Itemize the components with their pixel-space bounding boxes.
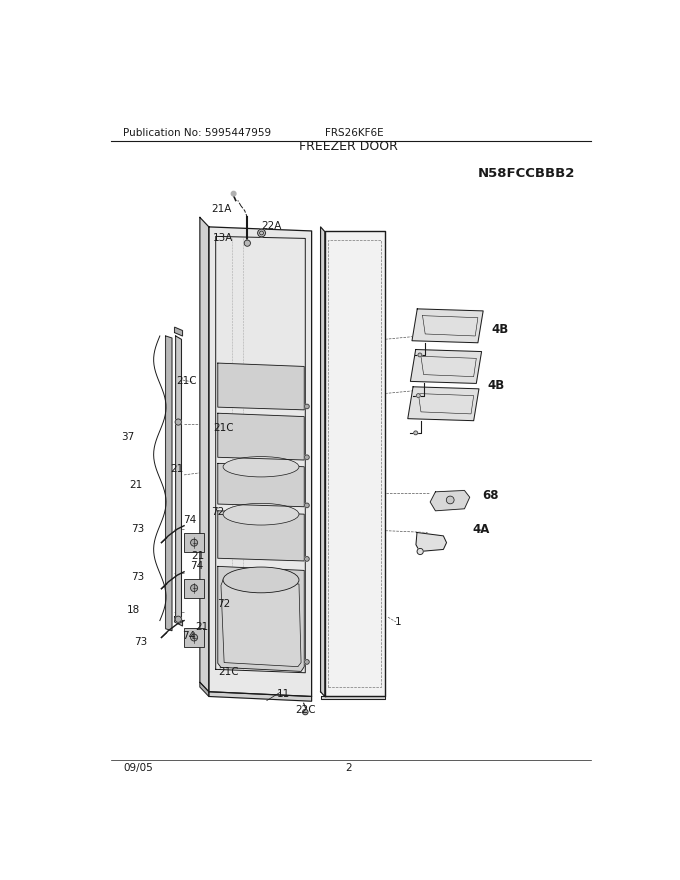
Circle shape xyxy=(416,393,420,398)
Text: 22C: 22C xyxy=(295,705,316,715)
Circle shape xyxy=(418,353,422,357)
Circle shape xyxy=(244,240,250,246)
Polygon shape xyxy=(218,464,304,507)
Polygon shape xyxy=(320,696,386,700)
Text: 4A: 4A xyxy=(473,523,490,536)
Text: 09/05: 09/05 xyxy=(124,763,153,774)
Circle shape xyxy=(175,616,182,622)
Text: 74: 74 xyxy=(183,515,196,524)
Ellipse shape xyxy=(223,567,299,593)
Circle shape xyxy=(231,191,236,196)
Polygon shape xyxy=(408,387,479,421)
Polygon shape xyxy=(411,349,481,384)
Text: 21: 21 xyxy=(170,465,184,474)
Polygon shape xyxy=(200,217,209,692)
Polygon shape xyxy=(320,227,325,696)
Ellipse shape xyxy=(223,503,299,525)
Polygon shape xyxy=(221,580,301,667)
Text: 37: 37 xyxy=(122,432,135,442)
Polygon shape xyxy=(218,414,304,460)
Circle shape xyxy=(190,634,198,641)
Polygon shape xyxy=(325,231,386,696)
Text: 72: 72 xyxy=(211,507,224,517)
Polygon shape xyxy=(430,490,470,510)
Polygon shape xyxy=(175,327,182,336)
Circle shape xyxy=(190,584,198,591)
Text: 74: 74 xyxy=(190,561,203,571)
FancyBboxPatch shape xyxy=(184,628,204,647)
Circle shape xyxy=(258,229,265,237)
Text: Publication No: 5995447959: Publication No: 5995447959 xyxy=(124,128,271,137)
Text: 73: 73 xyxy=(132,524,145,534)
Text: 11: 11 xyxy=(277,689,290,699)
Text: N58FCCBBB2: N58FCCBBB2 xyxy=(478,167,575,180)
Circle shape xyxy=(175,419,182,425)
Circle shape xyxy=(303,709,308,715)
Text: 1: 1 xyxy=(395,617,402,627)
Polygon shape xyxy=(218,567,304,671)
Text: 21: 21 xyxy=(192,551,205,561)
Polygon shape xyxy=(200,682,209,696)
Circle shape xyxy=(417,548,423,554)
Text: 74: 74 xyxy=(182,631,195,642)
Text: FREEZER DOOR: FREEZER DOOR xyxy=(299,140,398,153)
Text: 2: 2 xyxy=(345,763,352,774)
Polygon shape xyxy=(218,363,304,410)
Polygon shape xyxy=(209,227,311,696)
Circle shape xyxy=(413,431,418,435)
Polygon shape xyxy=(218,510,304,561)
Circle shape xyxy=(190,539,198,546)
Polygon shape xyxy=(175,336,182,620)
Text: 4B: 4B xyxy=(491,323,509,335)
Text: 18: 18 xyxy=(127,605,140,615)
Text: FRS26KF6E: FRS26KF6E xyxy=(325,128,384,137)
Text: 72: 72 xyxy=(217,598,231,609)
Circle shape xyxy=(305,557,309,561)
FancyBboxPatch shape xyxy=(184,533,204,552)
Text: 22A: 22A xyxy=(261,221,282,231)
Circle shape xyxy=(305,503,309,508)
Text: 21C: 21C xyxy=(176,377,197,386)
Ellipse shape xyxy=(223,457,299,477)
Text: 68: 68 xyxy=(483,488,499,502)
Circle shape xyxy=(446,496,454,504)
Text: 13A: 13A xyxy=(213,233,233,244)
Text: 21: 21 xyxy=(195,621,209,632)
Polygon shape xyxy=(412,309,483,343)
Text: 21A: 21A xyxy=(211,203,231,214)
Text: 73: 73 xyxy=(134,636,148,647)
Polygon shape xyxy=(209,692,311,701)
Circle shape xyxy=(305,404,309,409)
Circle shape xyxy=(305,455,309,459)
Polygon shape xyxy=(175,617,182,626)
Text: 21C: 21C xyxy=(218,667,239,677)
Polygon shape xyxy=(416,532,447,552)
Text: 21C: 21C xyxy=(213,423,233,433)
Text: 73: 73 xyxy=(132,571,145,582)
Circle shape xyxy=(305,660,309,664)
Text: 21: 21 xyxy=(129,480,143,490)
FancyBboxPatch shape xyxy=(184,578,204,598)
Text: 4B: 4B xyxy=(488,379,505,392)
Polygon shape xyxy=(166,336,172,631)
